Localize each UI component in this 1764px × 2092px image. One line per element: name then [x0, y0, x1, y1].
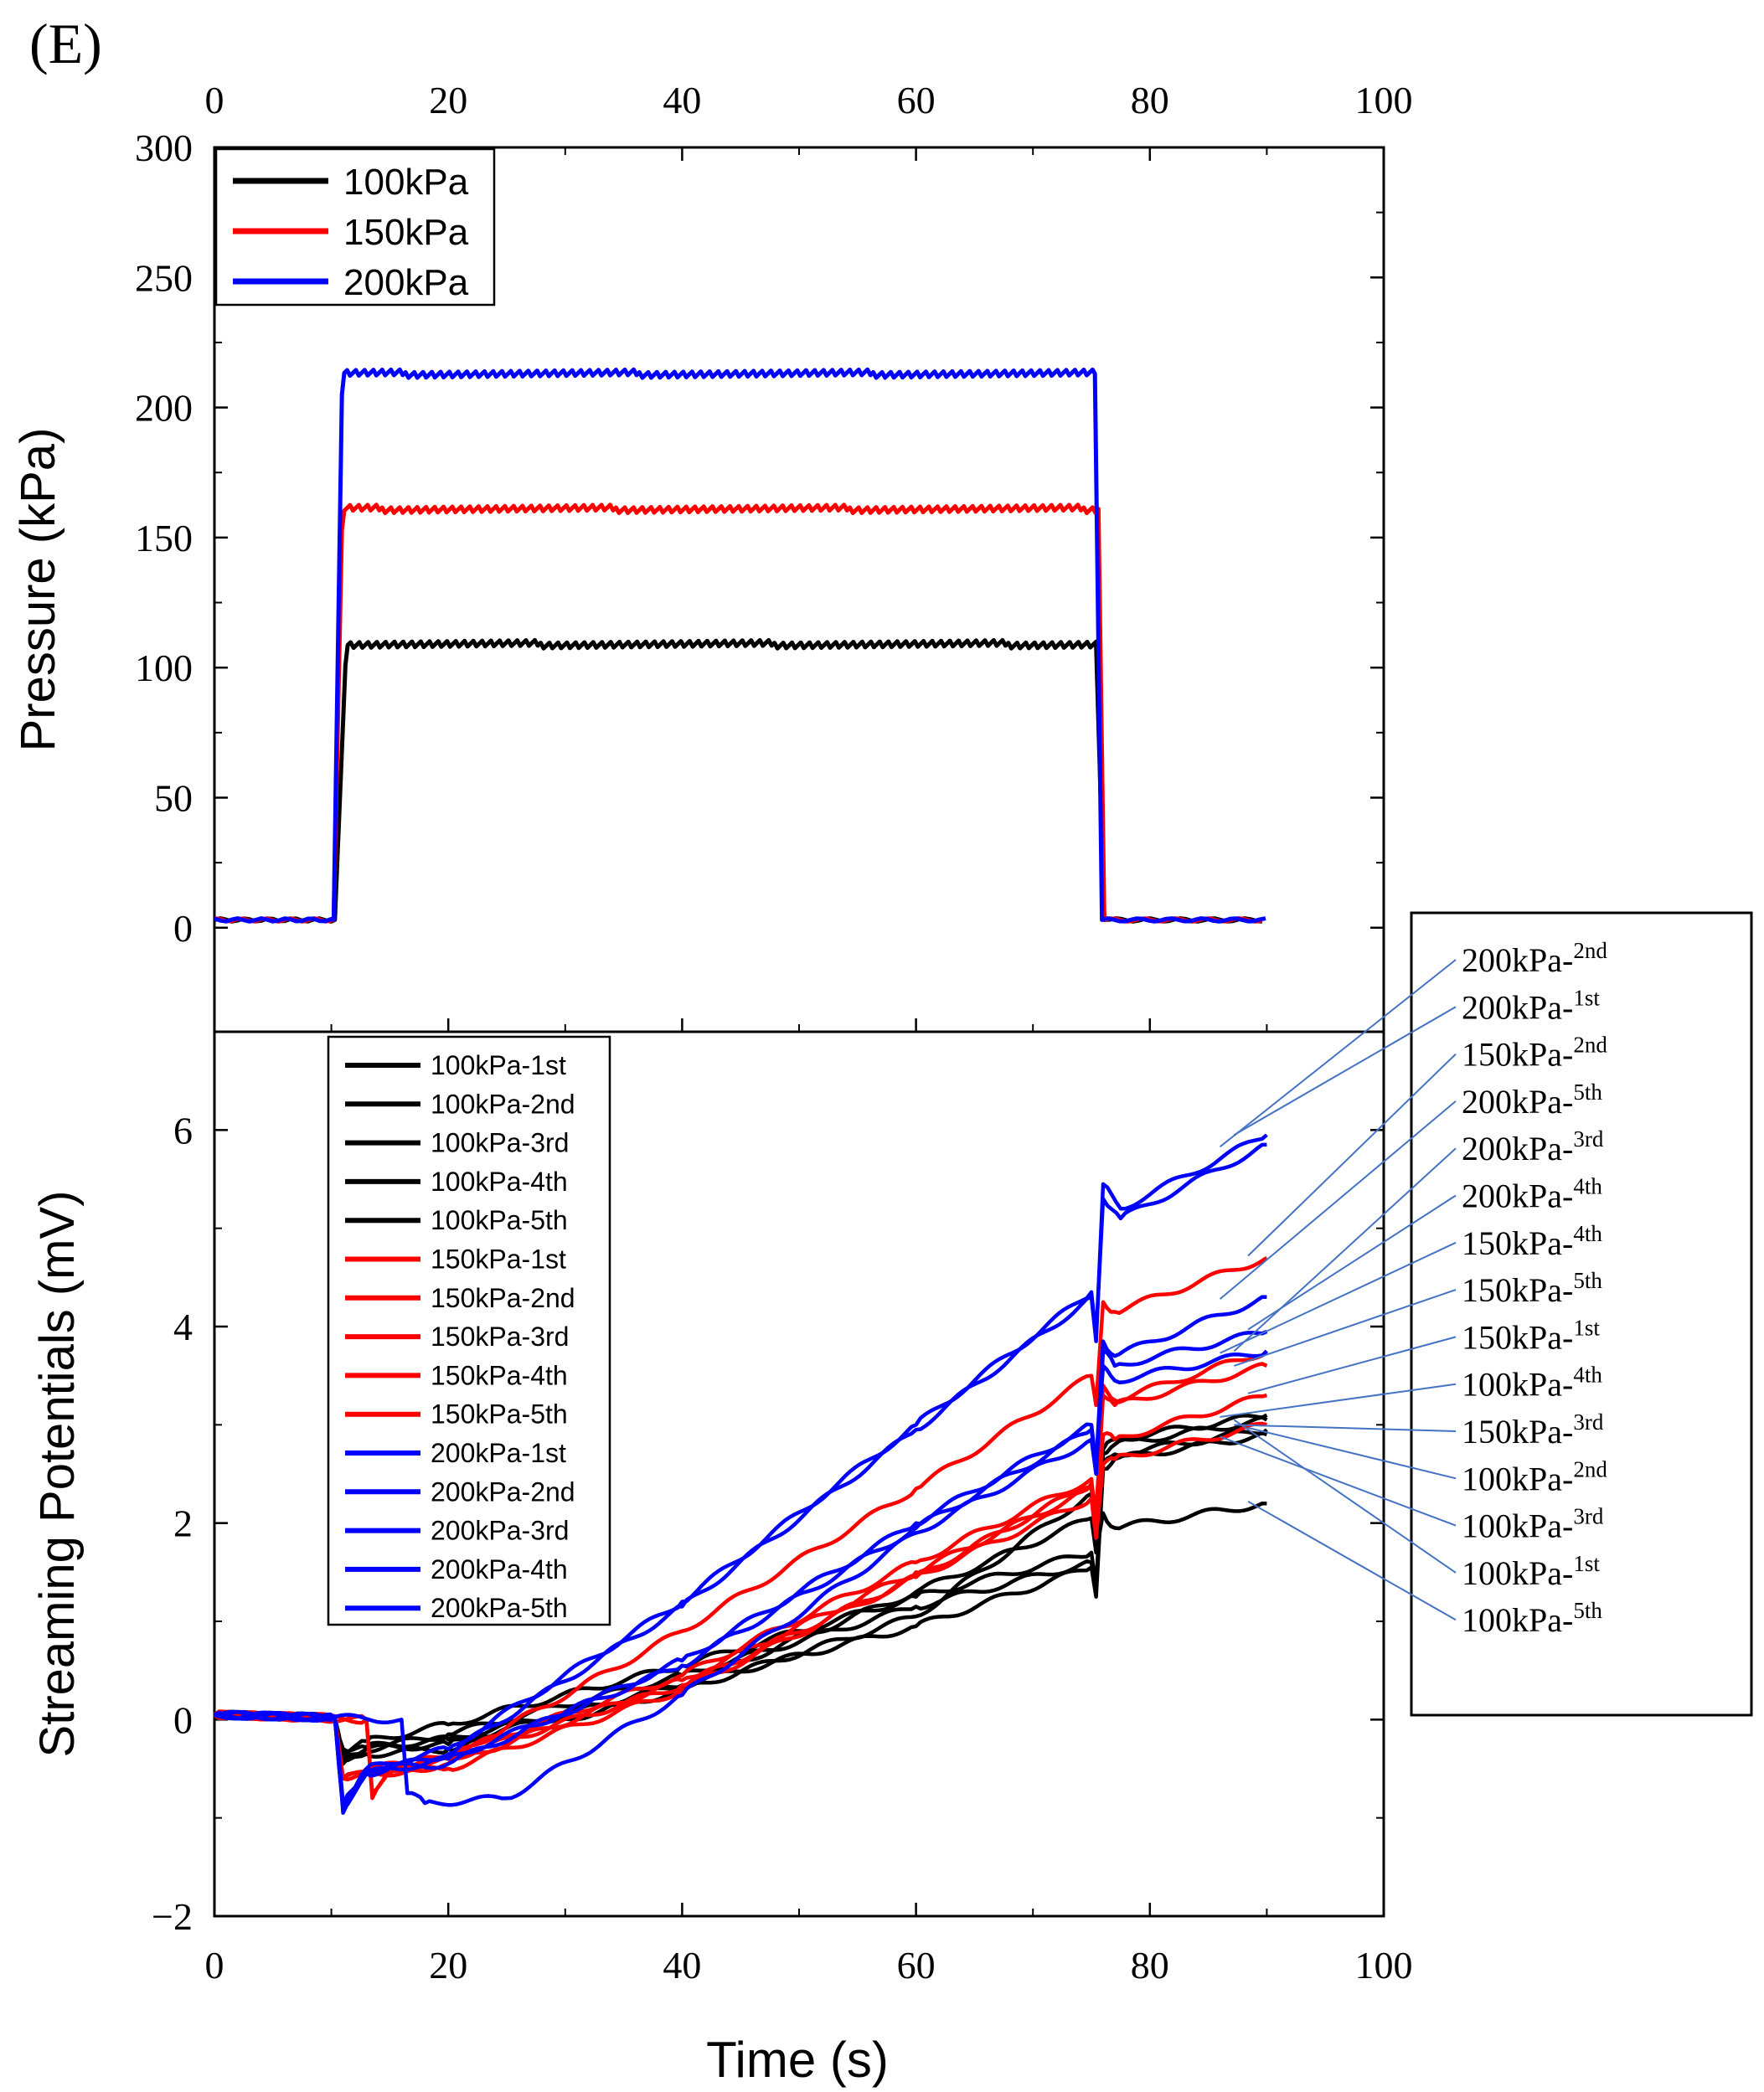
pressure-legend: 100kPa 150kPa 200kPa [214, 147, 496, 307]
annotation-leader [1233, 1147, 1457, 1353]
x-tick-label-top: 40 [663, 79, 701, 121]
legend-label: 150kPa-3rd [431, 1322, 569, 1352]
annotation-label: 200kPa-2nd [1462, 938, 1607, 979]
annotation-label: 200kPa-1st [1462, 985, 1600, 1026]
x-tick-label: 60 [897, 1944, 936, 1986]
x-tick-label-top: 60 [897, 79, 936, 121]
annotation-leader [1247, 1194, 1457, 1331]
annotation-leader [1220, 1383, 1457, 1418]
series-layer [213, 367, 1268, 1816]
annotation-label: 150kPa-2nd [1462, 1033, 1607, 1074]
y-tick-label: 100 [135, 647, 193, 689]
x-tick-label: 80 [1131, 1944, 1169, 1986]
annotation-label: 150kPa-3rd [1462, 1409, 1604, 1450]
y-axis-label-streaming: Streaming Potentials (mV) [30, 1191, 85, 1758]
annotation-leader [1220, 1241, 1457, 1354]
annotation-leader [1247, 1053, 1457, 1257]
y-tick-label: 250 [135, 256, 193, 299]
legend-label: 200kPa-1st [431, 1438, 566, 1468]
legend-label: 150kPa-1st [431, 1244, 566, 1275]
legend-label: 150kPa-4th [431, 1360, 568, 1390]
y-tick-label: 150 [135, 517, 193, 559]
annotation-leader [1233, 1006, 1457, 1136]
legend-label: 200kPa [343, 262, 469, 303]
legend-label: 100kPa [343, 162, 469, 203]
pressure-line-150kPa [214, 502, 1263, 924]
streaming-legend: 100kPa-1st 100kPa-2nd 100kPa-3rd 100kPa-4th… [327, 1035, 611, 1626]
y-axis-label-pressure: Pressure (kPa) [11, 428, 65, 752]
x-tick-label-top: 80 [1131, 79, 1169, 121]
legend-label: 200kPa-4th [431, 1554, 568, 1584]
annotation-leader [1219, 959, 1457, 1148]
legend-label: 200kPa-5th [431, 1593, 568, 1623]
legend-label: 200kPa-3rd [431, 1516, 569, 1546]
annotation-label: 100kPa-1st [1462, 1551, 1600, 1592]
y-tick-label: −2 [152, 1895, 193, 1938]
annotation-label: 150kPa-5th [1462, 1268, 1602, 1309]
y-tick-label: 300 [135, 126, 193, 169]
annotation-leader [1233, 1419, 1457, 1574]
y-tick-label: 0 [173, 1698, 193, 1741]
streaming-legend-box [327, 1035, 611, 1626]
annotation-label: 200kPa-3rd [1462, 1126, 1604, 1167]
annotation-label: 150kPa-1st [1462, 1315, 1600, 1356]
annotation-leader [1233, 1289, 1457, 1367]
y-tick-label: 4 [173, 1306, 193, 1348]
annotation-label: 150kPa-4th [1462, 1221, 1602, 1262]
annotation-box: 200kPa-2nd 200kPa-1st 150kPa-2nd 200kPa-5th… [1219, 911, 1753, 1717]
annotation-label: 100kPa-4th [1462, 1363, 1602, 1404]
x-tick-label-top: 0 [205, 79, 224, 121]
annotation-label: 100kPa-3rd [1462, 1504, 1604, 1545]
annotation-leader [1247, 1336, 1457, 1394]
legend-label: 150kPa-2nd [431, 1283, 575, 1313]
pressure-line-100kPa [214, 637, 1262, 924]
legend-label: 100kPa-2nd [431, 1089, 575, 1119]
annotation-label: 100kPa-2nd [1462, 1456, 1607, 1497]
x-tick-label: 40 [663, 1944, 701, 1986]
x-tick-label: 0 [205, 1944, 224, 1986]
annotation-layer: 200kPa-2nd 200kPa-1st 150kPa-2nd 200kPa-5th… [1219, 911, 1753, 1717]
pressure-line-200kPa [214, 367, 1266, 924]
y-tick-label: 0 [173, 907, 193, 950]
streaming-line-200kPa-5th [214, 1329, 1268, 1807]
legend-label: 100kPa-4th [431, 1167, 568, 1197]
legend-label: 100kPa-5th [431, 1205, 568, 1235]
x-tick-label-top: 20 [429, 79, 467, 121]
legend-label: 150kPa [343, 212, 469, 253]
y-tick-label: 200 [135, 387, 193, 430]
legend-label: 150kPa-5th [431, 1399, 568, 1430]
panel-label: (E) [29, 12, 102, 75]
annotation-leader [1219, 1100, 1457, 1300]
annotation-leader [1247, 1426, 1457, 1480]
x-tick-label: 100 [1355, 1944, 1413, 1986]
x-tick-label-top: 100 [1355, 79, 1413, 121]
legend-layer: 100kPa150kPa200kPa100kPa-1st100kPa-2nd10… [214, 147, 611, 1626]
annotation-leader [1247, 1500, 1457, 1621]
annotation-leader [1220, 1435, 1457, 1527]
plot-frame [213, 146, 1385, 1918]
y-tick-label: 6 [173, 1109, 193, 1152]
legend-label: 200kPa-2nd [431, 1476, 575, 1507]
legend-label: 100kPa-3rd [431, 1128, 569, 1158]
annotation-label: 100kPa-5th [1462, 1598, 1602, 1639]
annotation-label: 200kPa-5th [1462, 1079, 1602, 1121]
streaming-line-200kPa-4th [214, 1295, 1267, 1811]
annotation-leader [1234, 1424, 1457, 1432]
x-tick-label: 20 [429, 1944, 467, 1986]
annotation-label: 200kPa-4th [1462, 1174, 1602, 1215]
legend-label: 100kPa-1st [431, 1050, 566, 1080]
x-axis-label: Time (s) [706, 2032, 889, 2088]
annotation-frame [1410, 911, 1753, 1717]
y-tick-label: 2 [173, 1502, 193, 1545]
y-tick-label: 50 [154, 776, 193, 819]
